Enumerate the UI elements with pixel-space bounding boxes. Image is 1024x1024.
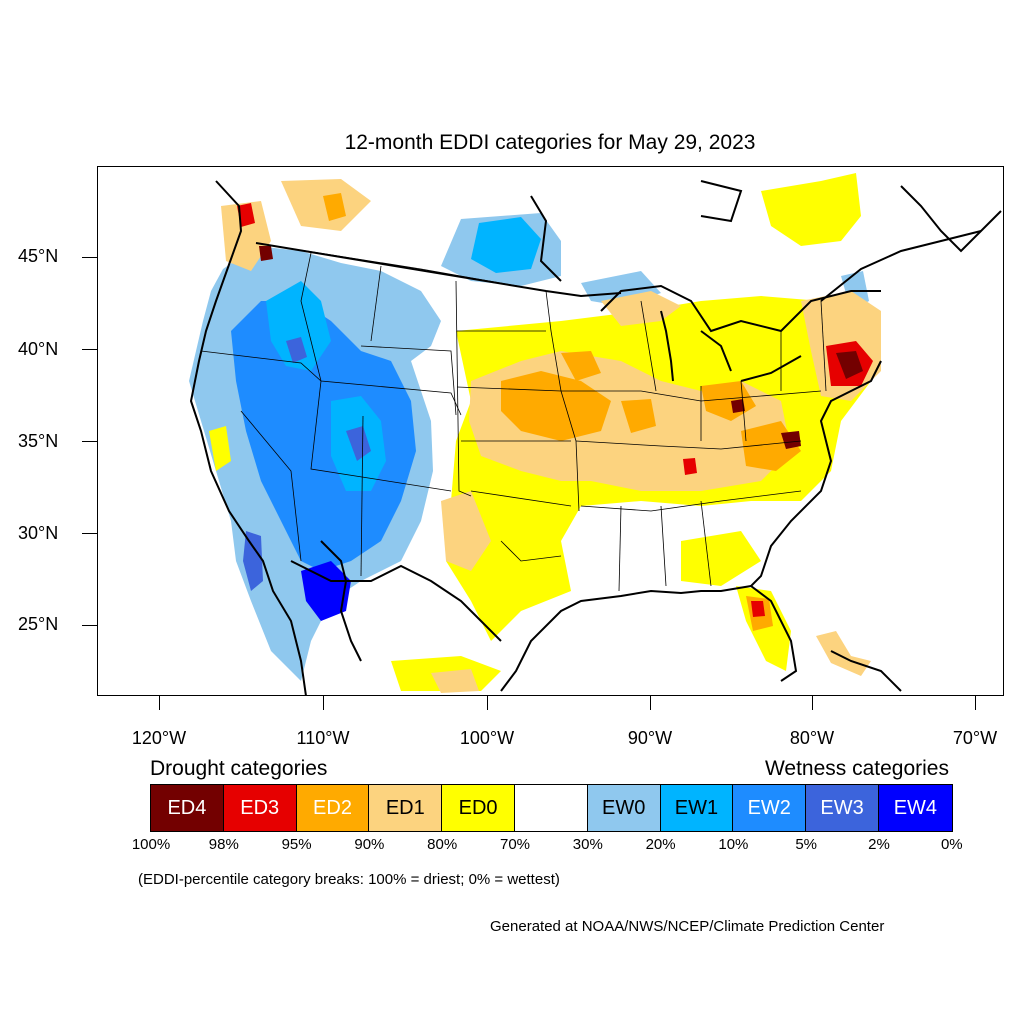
lat-tick	[82, 625, 97, 626]
pct-label: 2%	[868, 836, 890, 853]
lon-label-120: 120°W	[131, 728, 187, 748]
pct-label: 70%	[499, 836, 531, 853]
wetness-regions	[189, 213, 869, 681]
lat-tick	[82, 257, 97, 258]
legend-box-ew1: EW1	[660, 785, 734, 831]
lat-label-45: 45°N	[18, 246, 59, 266]
legend-box-ed3: ED3	[223, 785, 297, 831]
legend-box-ed4: ED4	[151, 785, 224, 831]
lon-label-110: 110°W	[296, 728, 350, 748]
lon-tick	[975, 696, 976, 710]
lon-tick	[159, 696, 160, 710]
drought-heading: Drought categories	[150, 757, 328, 780]
map-graphic	[189, 173, 1002, 695]
lon-label-70: 70°W	[952, 728, 998, 748]
eddi-map	[97, 166, 1004, 696]
pct-label: 95%	[281, 836, 312, 853]
pct-label: 10%	[718, 836, 749, 853]
pct-label: 80%	[427, 836, 458, 853]
lon-label-80: 80°W	[789, 728, 835, 748]
lon-tick	[812, 696, 813, 710]
lat-label-25: 25°N	[18, 614, 59, 634]
legend-box-ed0: ED0	[442, 785, 515, 831]
legend-box-ew0: EW0	[587, 785, 661, 831]
lat-label-35: 35°N	[18, 431, 59, 451]
lat-label-40: 40°N	[18, 339, 59, 359]
lon-tick	[323, 696, 324, 710]
drought-regions	[209, 173, 881, 693]
lat-label-30: 30°N	[18, 523, 59, 543]
legend-box-ed2: ED2	[296, 785, 370, 831]
lon-tick	[487, 696, 488, 710]
state-borders	[200, 242, 827, 592]
pct-label: 0%	[940, 836, 963, 853]
coastlines	[189, 180, 1002, 695]
legend-box-ew3: EW3	[806, 785, 879, 831]
pct-label: 98%	[208, 836, 239, 853]
lon-label-90: 90°W	[627, 728, 673, 748]
lon-label-100: 100°W	[459, 728, 515, 748]
legend-box-ew4: EW4	[878, 785, 952, 831]
legend-box-ed1: ED1	[369, 785, 443, 831]
legend-box-ew2: EW2	[733, 785, 807, 831]
legend-box-neutral	[514, 785, 588, 831]
lon-tick	[650, 696, 651, 710]
map-title: 12-month EDDI categories for May 29, 202…	[344, 131, 756, 154]
credit-line: Generated at NOAA/NWS/NCEP/Climate Predi…	[490, 918, 885, 935]
wetness-heading: Wetness categories	[764, 757, 949, 780]
pct-label: 30%	[572, 836, 603, 853]
pct-label: 5%	[795, 836, 818, 853]
lat-tick	[82, 349, 97, 350]
pct-label: 100%	[131, 836, 171, 853]
legend-colorbar: ED4 ED3 ED2 ED1 ED0 EW0 EW1 EW2 EW3 EW4	[150, 784, 953, 832]
pct-label: 90%	[354, 836, 385, 853]
lat-tick	[82, 441, 97, 442]
category-footnote: (EDDI-percentile category breaks: 100% =…	[138, 871, 560, 888]
pct-label: 20%	[645, 836, 676, 853]
lat-tick	[82, 533, 97, 534]
